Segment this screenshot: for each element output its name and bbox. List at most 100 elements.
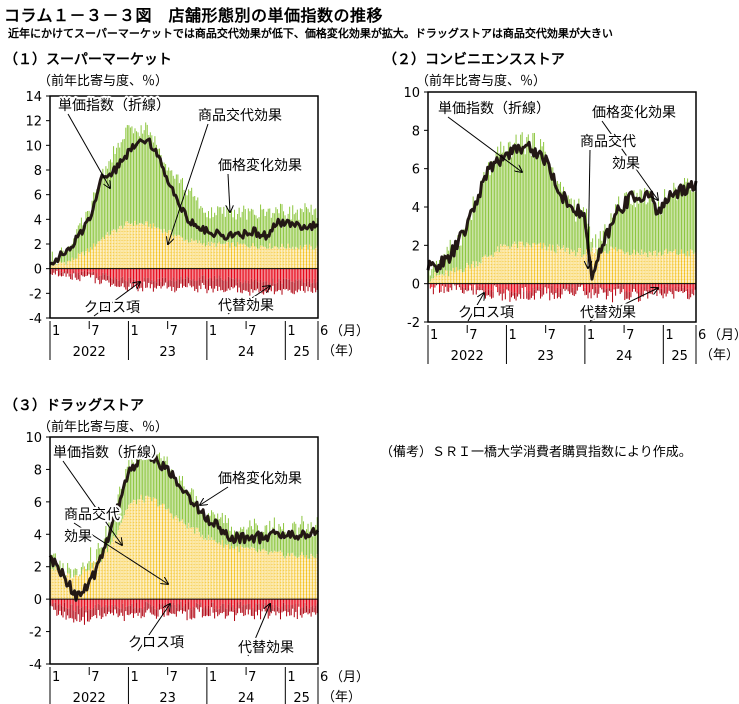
chart1-bar-substitution <box>209 277 211 286</box>
chart1-bar-cross-term <box>206 268 208 281</box>
chart1-bar-price-change <box>125 127 127 222</box>
chart1-bar-cross-term <box>316 268 318 282</box>
chart3-bar-substitution <box>221 603 223 614</box>
chart3-bar-substitution <box>172 603 174 614</box>
chart1-bar-cross-term <box>116 268 118 279</box>
chart2-bar-substitution <box>605 288 607 300</box>
chart1-annotation: 単価指数（折線） <box>58 98 170 114</box>
chart2-bar-price-change <box>487 162 489 257</box>
chart3-bar-cross-term <box>165 599 167 603</box>
chart2-bar-substitution <box>504 293 506 300</box>
chart1-bar-product-replacement <box>152 223 154 269</box>
chart1-bar-product-replacement <box>264 246 266 269</box>
chart1-bar-cross-term <box>166 268 168 282</box>
chart2-bar-cross-term <box>463 283 465 288</box>
chart2-bar-price-change <box>484 174 486 255</box>
chart3-bar-price-change <box>70 569 72 578</box>
chart2-bar-cross-term <box>518 283 520 286</box>
chart3-bar-cross-term <box>152 599 154 606</box>
chart1-bar-substitution <box>247 280 249 292</box>
chart2-bar-substitution <box>523 291 525 299</box>
chart1-bar-cross-term <box>143 268 145 278</box>
chart2-bar-price-change <box>529 141 531 246</box>
chart1-bar-product-replacement <box>96 244 98 269</box>
chart1-bar-cross-term <box>155 268 157 283</box>
chart2-bar-price-change <box>489 175 491 256</box>
chart1-bar-product-replacement <box>171 234 173 269</box>
chart3-bar-substitution <box>162 603 164 616</box>
chart2-bar-product-replacement <box>633 249 635 284</box>
chart2-bar-product-replacement <box>527 243 529 284</box>
chart3-bar-product-replacement <box>221 539 223 600</box>
chart3-bar-product-replacement <box>220 544 222 600</box>
chart1-bar-price-change <box>269 208 271 244</box>
chart3-bar-price-change <box>91 562 93 569</box>
chart1-bar-price-change <box>71 243 73 258</box>
chart3-bar-cross-term <box>299 599 301 609</box>
chart2-bar-cross-term <box>514 283 516 293</box>
chart1-bar-cross-term <box>221 268 223 280</box>
chart3-bar-substitution <box>272 604 274 612</box>
chart2-bar-cross-term <box>483 283 485 286</box>
chart3-bar-price-change <box>283 523 285 557</box>
chart1-bar-price-change <box>70 250 72 262</box>
chart1-bar-product-replacement <box>198 240 200 269</box>
chart2-bar-substitution <box>549 290 551 301</box>
chart3-bar-price-change <box>117 494 119 531</box>
chart1-bar-cross-term <box>306 268 308 279</box>
chart1-bar-product-replacement <box>185 239 187 269</box>
chart1-bar-price-change <box>96 189 98 245</box>
chart1-bar-price-change <box>171 170 173 235</box>
chart3-bar-cross-term <box>200 599 202 603</box>
chart3-bar-substitution <box>90 609 92 620</box>
chart1-bar-substitution <box>304 282 306 293</box>
chart3-bar-product-replacement <box>163 503 165 600</box>
chart1-bar-cross-term <box>151 268 153 280</box>
chart3-bar-product-replacement <box>217 543 219 600</box>
chart3-bar-cross-term <box>76 599 78 607</box>
chart2-bar-cross-term <box>682 283 684 288</box>
chart1-bar-cross-term <box>105 268 107 274</box>
chart2-bar-price-change <box>503 145 505 245</box>
chart1-bar-price-change <box>83 222 85 256</box>
chart3-bar-product-replacement <box>258 549 260 600</box>
chart1-bar-price-change <box>188 189 190 243</box>
chart3-bar-cross-term <box>192 599 194 607</box>
chart2-bar-substitution <box>596 289 598 298</box>
chart2-bar-substitution <box>694 286 696 290</box>
chart1-bar-product-replacement <box>192 240 194 269</box>
chart3-bar-substitution <box>278 607 280 614</box>
chart3-bar-cross-term <box>279 599 281 610</box>
chart1-bar-substitution <box>287 279 289 291</box>
chart1-bar-product-replacement <box>149 223 151 269</box>
chart3-bar-substitution <box>287 604 289 613</box>
chart2-bar-price-change <box>644 187 646 252</box>
panel-title-supermarket: （１）スーパーマーケット <box>4 52 172 68</box>
chart3-bar-product-replacement <box>139 499 141 600</box>
chart1-bar-substitution <box>272 278 274 286</box>
chart1-bar-product-replacement <box>215 246 217 269</box>
panel-title-convenience: （２）コンビニエンスストア <box>383 52 565 68</box>
chart3-bar-substitution <box>146 602 148 611</box>
chart2-bar-price-change <box>474 209 476 268</box>
chart2-bar-cross-term <box>440 283 442 290</box>
chart1-bar-product-replacement <box>142 223 144 269</box>
chart2-bar-product-replacement <box>619 249 621 284</box>
chart1-bar-substitution <box>65 270 67 277</box>
chart1-bar-product-replacement <box>131 223 133 269</box>
chart3-bar-price-change <box>129 471 131 504</box>
chart3-bar-price-change <box>105 525 107 549</box>
chart2-bar-substitution <box>484 290 486 299</box>
chart1-bar-price-change <box>241 211 243 245</box>
chart2-bar-substitution <box>598 284 600 294</box>
chart1-bar-price-change <box>132 133 134 226</box>
chart1-bar-price-change <box>77 225 79 254</box>
chart3-bar-product-replacement <box>260 551 262 600</box>
chart3-bar-product-replacement <box>183 523 185 600</box>
chart1-bar-substitution <box>77 272 79 280</box>
chart2-bar-product-replacement <box>604 250 606 284</box>
chart3-bar-cross-term <box>74 599 76 612</box>
chart2-bar-price-change <box>691 192 693 251</box>
chart1-bar-price-change <box>249 211 251 248</box>
chart3-bar-substitution <box>235 607 237 616</box>
